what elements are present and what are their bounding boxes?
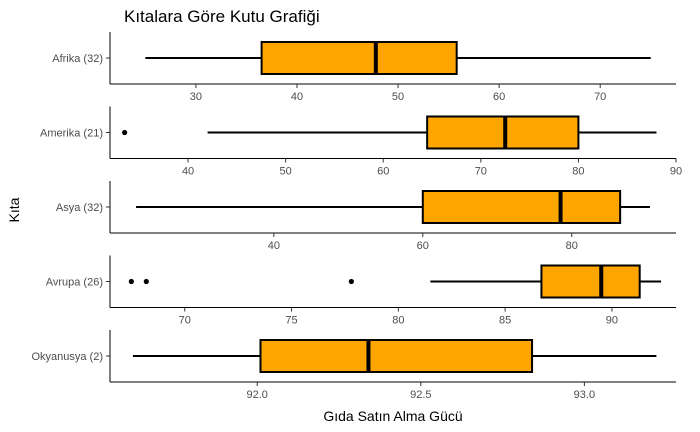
x-tick-label: 60	[493, 91, 505, 103]
box	[540, 264, 641, 299]
outlier-point	[122, 129, 128, 136]
x-tick-label: 30	[190, 91, 202, 103]
x-tick-label: 80	[566, 240, 578, 252]
box	[259, 339, 534, 373]
x-tick-label: 40	[268, 240, 280, 252]
box	[426, 115, 580, 150]
x-tick-label: 75	[285, 315, 297, 327]
x-tick-label: 92.0	[247, 389, 268, 401]
category-label: Okyanusya (2)	[31, 351, 103, 363]
x-tick-label: 80	[572, 166, 584, 178]
facet-panel: Asya (32) 40 60 80	[56, 181, 676, 252]
outlier-point	[143, 278, 149, 285]
x-tick-label: 60	[377, 166, 389, 178]
x-tick-label: 90	[670, 166, 682, 178]
x-tick-label: 40	[291, 91, 303, 103]
facet-panel: Amerika (21) 40 50 60 70 80 90	[40, 106, 682, 178]
facet-panels: Afrika (32) 30 40 50 60 70 Amerika (21) 40 50 60 7…	[31, 32, 682, 401]
x-tick-label: 50	[392, 91, 404, 103]
x-tick-label: 70	[475, 166, 487, 178]
x-tick-label: 90	[606, 315, 618, 327]
x-tick-label: 93.0	[574, 389, 595, 401]
x-tick-label: 80	[392, 315, 404, 327]
y-axis-title: Kıta	[6, 197, 22, 222]
category-label: Amerika (21)	[40, 128, 103, 140]
facet-panel: Avrupa (26) 70 75 80 85 90	[46, 255, 676, 327]
x-tick-label: 60	[417, 240, 429, 252]
box	[260, 41, 458, 75]
x-axis-title: Gıda Satın Alma Gücü	[323, 408, 462, 424]
category-label: Asya (32)	[56, 202, 103, 214]
chart-title: Kıtalara Göre Kutu Grafiği	[124, 7, 320, 26]
x-tick-label: 40	[182, 166, 194, 178]
x-tick-label: 70	[179, 315, 191, 327]
facet-panel: Afrika (32) 30 40 50 60 70	[52, 32, 676, 103]
box	[421, 190, 622, 224]
category-label: Afrika (32)	[52, 53, 103, 65]
category-label: Avrupa (26)	[46, 277, 103, 289]
x-tick-label: 85	[499, 315, 511, 327]
outlier-point	[128, 278, 134, 285]
outlier-point	[348, 278, 354, 285]
x-tick-label: 50	[280, 166, 292, 178]
facet-panel: Okyanusya (2) 92.0 92.5 93.0	[31, 330, 676, 401]
x-tick-label: 92.5	[410, 389, 431, 401]
x-tick-label: 70	[594, 91, 606, 103]
